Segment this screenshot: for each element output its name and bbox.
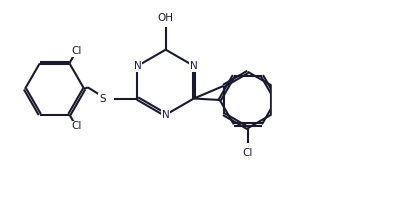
Text: N: N — [134, 61, 141, 71]
Text: OH: OH — [158, 13, 174, 23]
Text: Cl: Cl — [243, 148, 253, 158]
Bar — [272, 50, 358, 150]
Text: Cl: Cl — [71, 122, 81, 132]
Text: Cl: Cl — [71, 46, 81, 56]
Text: S: S — [99, 94, 105, 103]
Text: N: N — [162, 110, 169, 120]
Text: N: N — [190, 61, 198, 71]
